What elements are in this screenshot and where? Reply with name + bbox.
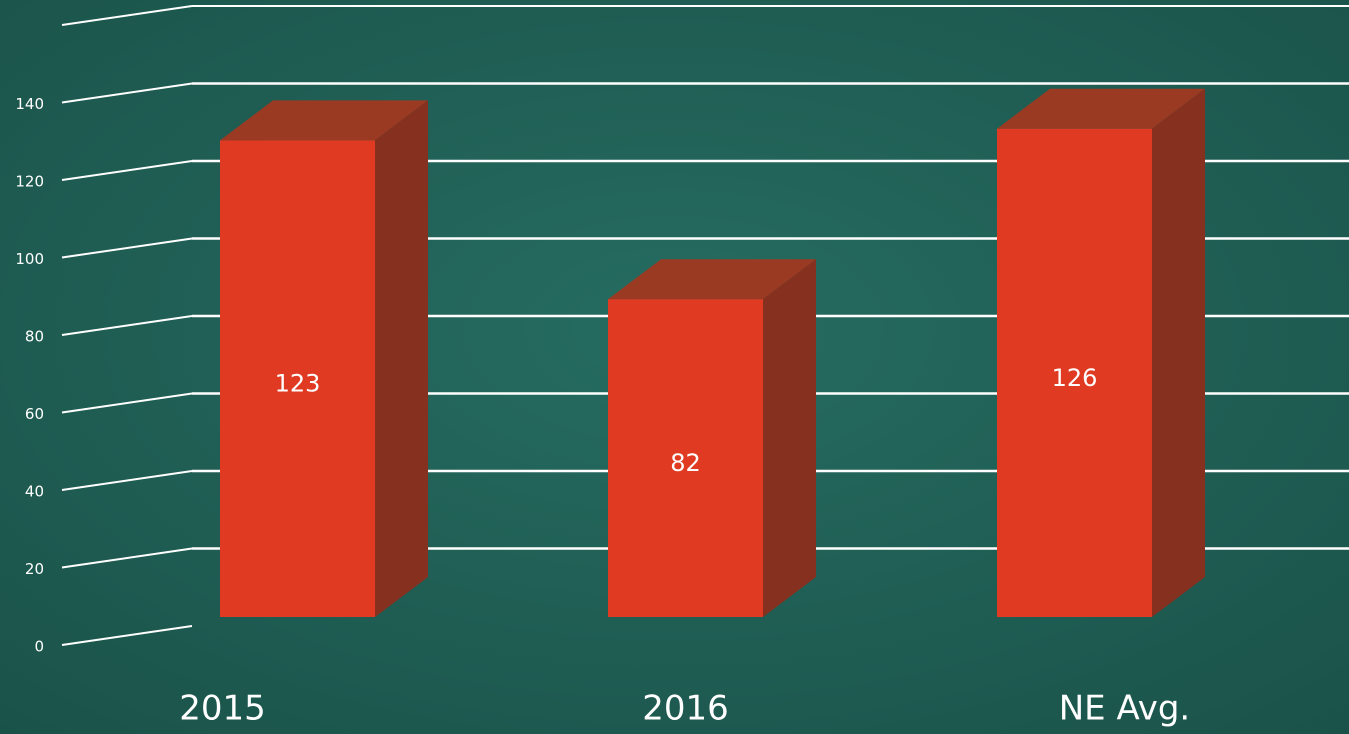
bar-side [375,100,428,617]
tick-line [61,392,193,414]
bar-top [997,88,1205,129]
tick-line [61,237,193,259]
y-tick-label: 60 [25,405,44,423]
value-label: 82 [670,449,701,477]
tick-line [61,315,193,336]
tick-line [61,547,193,569]
x-tick-label: 2016 [642,689,729,729]
tick-line [61,470,193,491]
bar-side [763,259,816,617]
bar [220,140,375,617]
frame-line [61,5,193,26]
tick-line [61,160,193,181]
y-tick-label: 20 [25,560,44,578]
tick-line [61,625,193,646]
y-tick-label: 100 [15,250,44,268]
x-tick-label: NE Avg. [1059,689,1191,729]
bar [608,299,763,617]
y-tick-label: 80 [25,328,44,346]
bar [997,128,1152,617]
tick-line [61,82,193,104]
y-tick-label: 140 [15,95,44,113]
y-tick-label: 0 [34,638,44,656]
y-tick-label: 120 [15,173,44,191]
bar-top [220,100,428,141]
bar-side [1152,88,1205,617]
value-label: 123 [275,370,321,398]
x-tick-label: 2015 [179,689,266,729]
bar-top [608,259,816,300]
value-label: 126 [1052,364,1098,392]
y-tick-label: 40 [25,483,44,501]
